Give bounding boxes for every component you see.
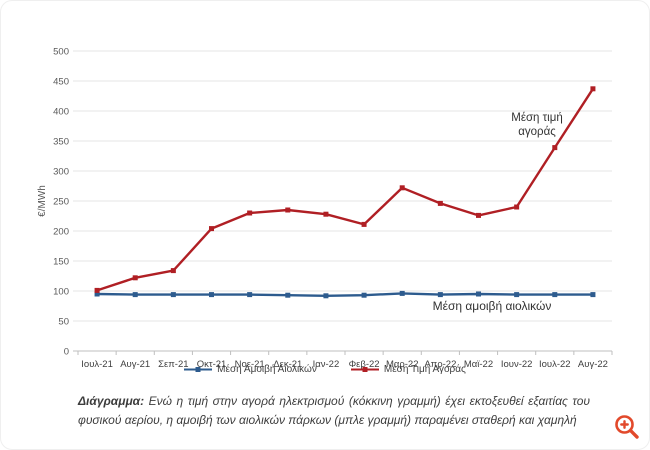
y-tick-label: 350 <box>53 136 69 147</box>
legend-entry-market: Μέση Τιμή Αγοράς <box>350 364 466 375</box>
data-point <box>170 292 176 298</box>
x-tick-label: Ιουν-22 <box>501 359 533 370</box>
data-point <box>590 292 596 298</box>
chart-annotation: Μέση τιμή <box>511 112 563 124</box>
data-point <box>437 200 443 206</box>
caption-label: Διάγραμμα: <box>78 394 145 408</box>
x-tick-label: Νοε-21 <box>235 359 265 370</box>
data-point <box>361 221 367 227</box>
zoom-in-icon <box>615 415 639 439</box>
data-point <box>323 211 329 217</box>
y-tick-label: 300 <box>53 166 69 177</box>
data-point <box>132 292 138 298</box>
chart-annotation: αγοράς <box>518 126 556 138</box>
data-point <box>399 290 405 296</box>
series-line-1 <box>96 88 594 292</box>
data-point <box>323 293 329 299</box>
x-tick-label: Δεκ-21 <box>273 359 302 370</box>
data-point <box>247 292 253 298</box>
y-axis-title: €/MWh <box>37 185 48 217</box>
y-tick-label: 200 <box>53 226 69 237</box>
data-point <box>132 275 138 281</box>
x-tick-label: Σεπ-21 <box>158 359 188 370</box>
x-tick-label: Αυγ-22 <box>578 359 608 370</box>
data-point <box>437 292 443 298</box>
x-tick-label: Μαϊ-22 <box>464 359 493 370</box>
y-tick-label: 50 <box>58 316 69 327</box>
x-tick-label: Αυγ-21 <box>120 359 150 370</box>
y-tick-label: 250 <box>53 196 69 207</box>
y-tick-label: 400 <box>53 106 69 117</box>
chart: 0 50 100 150 200 250 300 350 400 450 500 Ιουλ-21 Αυγ… <box>37 46 613 370</box>
legend-marker-wind-icon <box>184 367 213 372</box>
data-point <box>514 204 520 210</box>
data-point <box>209 292 214 298</box>
x-tick-label: Απρ-22 <box>424 359 456 370</box>
x-tick-label: Ιαν-22 <box>313 359 340 370</box>
data-point <box>247 210 253 216</box>
chart-legend: Μέση Αμοιβή Αιολικών Μέση Τιμή Αγοράς <box>0 364 650 375</box>
legend-label-wind: Μέση Αμοιβή Αιολικών <box>217 364 317 375</box>
data-point <box>399 185 405 191</box>
data-point <box>552 292 558 298</box>
y-tick-label: 0 <box>64 346 69 357</box>
series-line-0 <box>97 292 593 297</box>
data-point <box>285 207 291 213</box>
data-point <box>476 291 481 297</box>
data-point <box>209 226 214 232</box>
chart-annotation: Μέση αμοιβή αιολικών <box>433 299 552 313</box>
x-tick-label: Φεβ-22 <box>349 359 380 370</box>
data-point <box>590 86 596 92</box>
data-point <box>552 145 558 151</box>
data-point <box>94 287 100 293</box>
y-tick-label: 150 <box>53 256 69 267</box>
x-tick-label: Ιουλ-21 <box>81 359 113 370</box>
chart-caption: Διάγραμμα: Ενώ η τιμή στην αγορά ηλεκτρι… <box>78 392 590 429</box>
data-point <box>514 292 520 298</box>
x-tick-label: Οκτ-21 <box>197 359 227 370</box>
legend-label-market: Μέση Τιμή Αγοράς <box>383 364 466 375</box>
legend-marker-market-icon <box>350 367 379 372</box>
data-point <box>94 291 100 297</box>
data-point <box>476 212 481 218</box>
x-tick-label: Μαρ-22 <box>386 359 419 370</box>
y-tick-label: 500 <box>53 46 69 57</box>
data-point <box>170 268 176 274</box>
legend-entry-wind: Μέση Αμοιβή Αιολικών <box>184 364 317 375</box>
data-point <box>361 292 367 298</box>
x-tick-label: Ιουλ-22 <box>539 359 571 370</box>
caption-text: Ενώ η τιμή στην αγορά ηλεκτρισμού (κόκκι… <box>78 394 590 427</box>
zoom-in-button[interactable] <box>611 411 643 443</box>
data-point <box>285 292 291 298</box>
y-tick-label: 450 <box>53 76 69 87</box>
y-tick-label: 100 <box>53 286 69 297</box>
